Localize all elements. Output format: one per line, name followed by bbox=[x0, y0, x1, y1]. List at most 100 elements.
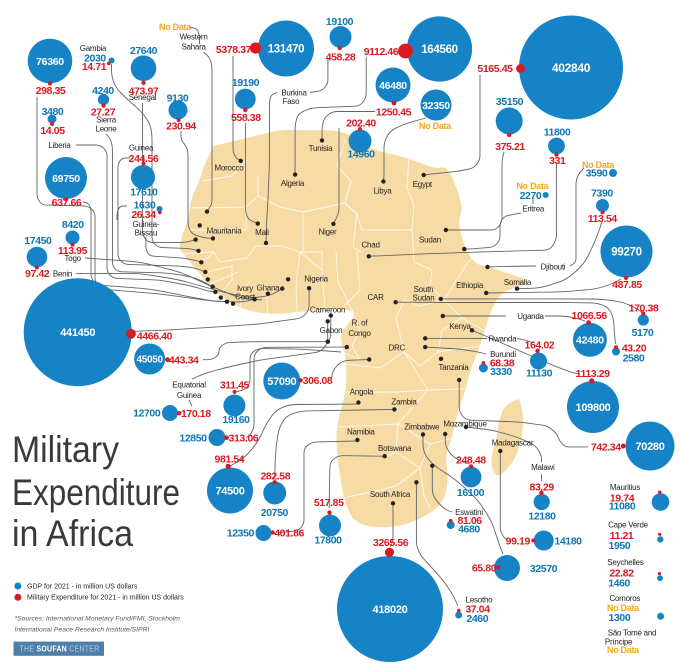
svg-text:81.06: 81.06 bbox=[457, 515, 482, 527]
svg-text:14.71: 14.71 bbox=[82, 61, 107, 73]
svg-text:Sudan: Sudan bbox=[413, 294, 435, 303]
svg-text:1250.45: 1250.45 bbox=[376, 106, 412, 118]
svg-text:Libya: Libya bbox=[374, 187, 393, 196]
svg-text:Burundi: Burundi bbox=[490, 350, 516, 359]
svg-text:3265.56: 3265.56 bbox=[373, 537, 409, 549]
svg-text:Congo: Congo bbox=[348, 329, 371, 338]
svg-text:Leone: Leone bbox=[96, 125, 118, 134]
svg-text:DRC: DRC bbox=[389, 344, 406, 353]
svg-text:Tanzania: Tanzania bbox=[438, 363, 469, 372]
svg-text:981.54: 981.54 bbox=[215, 454, 245, 466]
svg-text:99270: 99270 bbox=[611, 247, 641, 259]
svg-text:441450: 441450 bbox=[60, 327, 95, 339]
svg-text:Western: Western bbox=[180, 33, 208, 42]
svg-text:9130: 9130 bbox=[167, 92, 189, 104]
svg-text:311.45: 311.45 bbox=[220, 379, 250, 391]
svg-text:5378.37: 5378.37 bbox=[216, 44, 252, 56]
svg-text:CAR: CAR bbox=[368, 293, 385, 302]
svg-text:1066.56: 1066.56 bbox=[572, 310, 608, 322]
svg-text:Djibouti: Djibouti bbox=[541, 263, 566, 272]
svg-text:282.58: 282.58 bbox=[260, 471, 290, 483]
svg-text:12850: 12850 bbox=[179, 433, 207, 445]
svg-text:R. of: R. of bbox=[352, 319, 369, 328]
svg-text:Nigeria: Nigeria bbox=[304, 275, 328, 284]
svg-text:401.86: 401.86 bbox=[274, 527, 304, 539]
svg-text:International Peace Research I: International Peace Research Institute/S… bbox=[15, 627, 150, 634]
svg-text:69750: 69750 bbox=[52, 173, 80, 185]
svg-text:65.80: 65.80 bbox=[472, 562, 497, 574]
svg-text:1300: 1300 bbox=[609, 612, 631, 624]
svg-text:27640: 27640 bbox=[130, 45, 158, 57]
svg-text:418020: 418020 bbox=[373, 604, 408, 616]
svg-text:76360: 76360 bbox=[36, 56, 64, 68]
svg-text:164.02: 164.02 bbox=[525, 339, 555, 351]
svg-text:4466.40: 4466.40 bbox=[137, 330, 173, 342]
svg-text:3330: 3330 bbox=[490, 366, 512, 378]
svg-text:17610: 17610 bbox=[130, 187, 158, 199]
svg-text:2030: 2030 bbox=[84, 52, 106, 64]
svg-text:5170: 5170 bbox=[632, 327, 654, 339]
svg-text:Namibia: Namibia bbox=[347, 427, 375, 436]
svg-text:Equatorial: Equatorial bbox=[172, 381, 206, 390]
svg-text:Somalia: Somalia bbox=[504, 278, 532, 287]
svg-text:Coast: Coast bbox=[235, 293, 256, 302]
svg-text:Madagascar: Madagascar bbox=[492, 439, 534, 448]
svg-text:Uganda: Uganda bbox=[517, 312, 544, 321]
svg-text:11800: 11800 bbox=[544, 126, 571, 138]
svg-text:5165.45: 5165.45 bbox=[477, 63, 513, 75]
svg-text:487.85: 487.85 bbox=[612, 279, 642, 291]
svg-text:Burkina: Burkina bbox=[281, 89, 307, 98]
svg-text:27.27: 27.27 bbox=[91, 106, 116, 118]
svg-text:12700: 12700 bbox=[133, 408, 161, 420]
svg-text:1113.29: 1113.29 bbox=[576, 368, 611, 380]
svg-text:12350: 12350 bbox=[227, 527, 255, 539]
svg-text:170.18: 170.18 bbox=[181, 408, 211, 420]
svg-text:97.42: 97.42 bbox=[25, 268, 50, 280]
svg-text:443.34: 443.34 bbox=[169, 355, 199, 367]
svg-text:Seychelles: Seychelles bbox=[607, 558, 643, 567]
svg-text:19100: 19100 bbox=[326, 16, 354, 28]
svg-text:113.95: 113.95 bbox=[58, 245, 88, 257]
svg-text:Senegal: Senegal bbox=[129, 93, 157, 102]
svg-text:17800: 17800 bbox=[314, 534, 342, 546]
svg-text:South Africa: South Africa bbox=[370, 490, 411, 499]
svg-text:8420: 8420 bbox=[62, 219, 84, 231]
svg-text:331: 331 bbox=[549, 155, 566, 167]
svg-text:202.40: 202.40 bbox=[346, 117, 376, 129]
svg-text:Guinea-: Guinea- bbox=[133, 220, 160, 229]
svg-text:Liberia: Liberia bbox=[48, 141, 71, 150]
svg-text:Eritrea: Eritrea bbox=[522, 204, 545, 213]
svg-text:113.54: 113.54 bbox=[588, 213, 618, 225]
svg-text:Cape Verde: Cape Verde bbox=[608, 520, 649, 529]
svg-text:South: South bbox=[414, 285, 434, 294]
svg-text:Gabon: Gabon bbox=[320, 326, 343, 335]
svg-text:Cameroon: Cameroon bbox=[310, 306, 345, 315]
svg-text:45050: 45050 bbox=[136, 355, 163, 366]
svg-text:14180: 14180 bbox=[554, 535, 582, 547]
svg-text:in Africa: in Africa bbox=[12, 513, 133, 554]
svg-text:473.97: 473.97 bbox=[129, 85, 159, 97]
svg-text:375.21: 375.21 bbox=[495, 141, 525, 153]
svg-text:17450: 17450 bbox=[24, 235, 52, 247]
svg-text:230.94: 230.94 bbox=[166, 120, 196, 132]
svg-text:No Data: No Data bbox=[516, 181, 549, 191]
svg-text:Malawi: Malawi bbox=[531, 463, 555, 472]
svg-text:Military: Military bbox=[12, 429, 119, 470]
svg-text:Tunisia: Tunisia bbox=[309, 144, 334, 153]
svg-text:14960: 14960 bbox=[347, 149, 375, 161]
svg-text:Sierra: Sierra bbox=[96, 116, 117, 125]
svg-text:109800: 109800 bbox=[576, 402, 611, 414]
svg-text:11080: 11080 bbox=[609, 500, 636, 512]
svg-text:2580: 2580 bbox=[623, 352, 645, 364]
svg-text:Egypt: Egypt bbox=[413, 180, 433, 189]
svg-text:Gambia: Gambia bbox=[80, 44, 107, 53]
svg-text:Ghana: Ghana bbox=[257, 284, 281, 293]
svg-text:70280: 70280 bbox=[635, 441, 664, 453]
svg-text:26.34: 26.34 bbox=[131, 209, 156, 221]
svg-text:46480: 46480 bbox=[379, 80, 407, 92]
svg-text:164560: 164560 bbox=[421, 44, 458, 56]
svg-text:Guinea: Guinea bbox=[177, 391, 202, 400]
svg-text:Zambia: Zambia bbox=[391, 397, 417, 406]
svg-text:83.29: 83.29 bbox=[530, 482, 555, 494]
svg-text:244.56: 244.56 bbox=[129, 153, 159, 165]
